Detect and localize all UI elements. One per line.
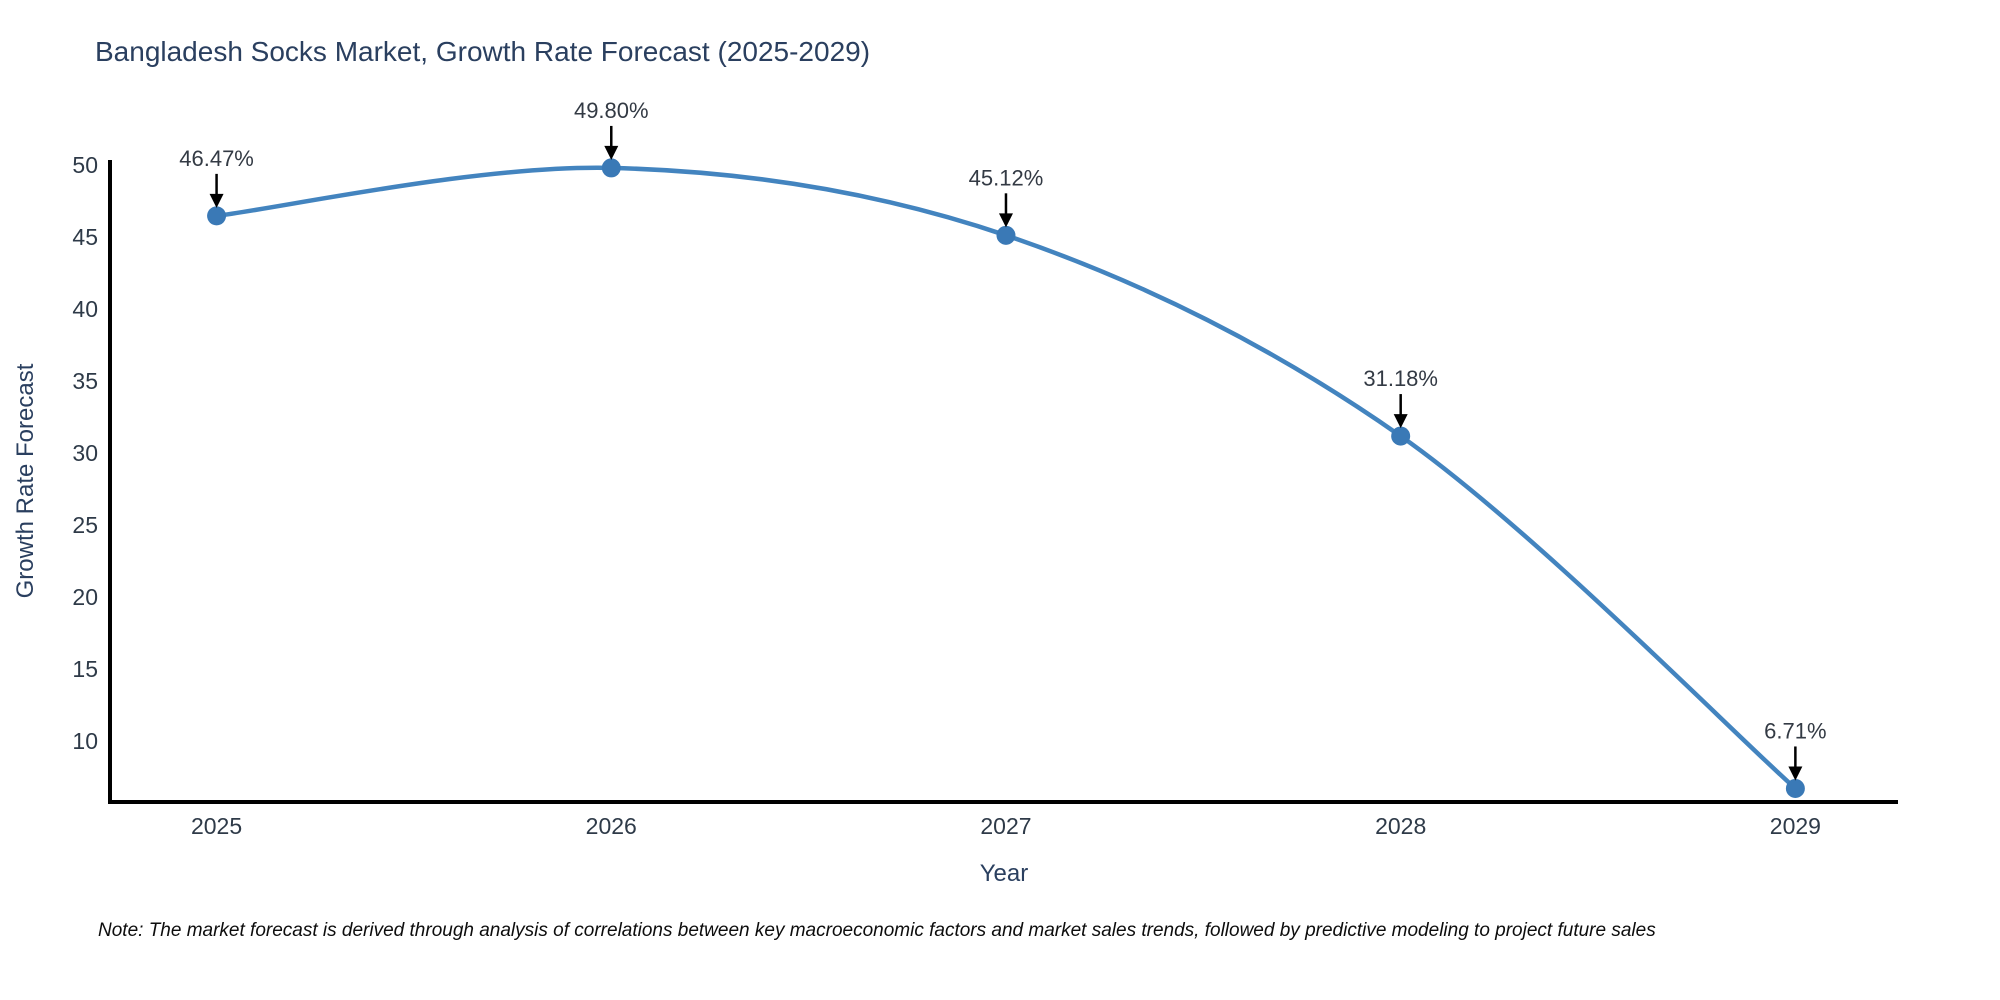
annotation-arrowhead-icon — [209, 193, 224, 208]
annotation-arrowhead-icon — [604, 145, 619, 160]
x-tick-label: 2025 — [191, 813, 242, 839]
point-value-label: 46.47% — [179, 146, 254, 171]
data-point[interactable] — [207, 206, 227, 226]
y-tick-label: 50 — [72, 152, 98, 178]
x-tick-label: 2029 — [1770, 813, 1821, 839]
annotation-arrowhead-icon — [998, 213, 1013, 228]
x-axis-title: Year — [979, 860, 1029, 887]
data-point[interactable] — [996, 225, 1016, 245]
point-value-label: 49.80% — [574, 98, 649, 123]
y-tick-label: 40 — [72, 296, 98, 322]
data-point[interactable] — [1391, 426, 1411, 446]
axis-lines — [108, 160, 1898, 804]
point-value-label: 45.12% — [969, 165, 1044, 190]
y-tick-label: 25 — [72, 512, 98, 538]
annotation-arrowhead-icon — [1393, 414, 1408, 429]
y-tick-label: 35 — [72, 368, 98, 394]
y-tick-label: 10 — [72, 728, 98, 754]
y-tick-label: 30 — [72, 440, 98, 466]
x-tick-label: 2026 — [586, 813, 637, 839]
footnote: Note: The market forecast is derived thr… — [98, 920, 1656, 941]
trend-line — [214, 165, 1798, 791]
x-tick-label: 2027 — [980, 813, 1031, 839]
point-value-label: 31.18% — [1363, 366, 1438, 391]
y-tick-label: 20 — [72, 584, 98, 610]
point-value-label: 6.71% — [1764, 718, 1826, 743]
data-point[interactable] — [1785, 778, 1805, 798]
annotation-arrowhead-icon — [1788, 766, 1803, 781]
chart-title: Bangladesh Socks Market, Growth Rate For… — [95, 36, 871, 67]
y-tick-label: 15 — [72, 656, 98, 682]
x-tick-label: 2028 — [1375, 813, 1426, 839]
y-tick-label: 45 — [72, 224, 98, 250]
data-point[interactable] — [601, 158, 621, 178]
